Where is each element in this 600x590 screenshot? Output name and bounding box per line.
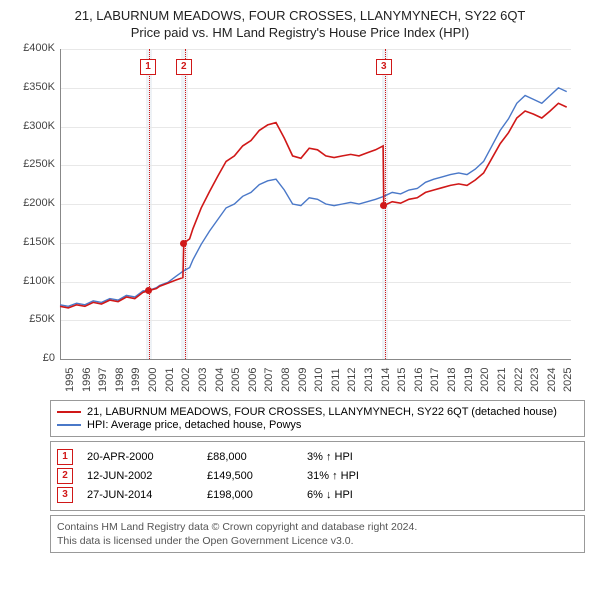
legend-label: 21, LABURNUM MEADOWS, FOUR CROSSES, LLAN…: [87, 406, 557, 418]
x-tick-label: 2002: [180, 368, 192, 392]
price-chart: £0£50K£100K£150K£200K£250K£300K£350K£400…: [15, 44, 590, 394]
legend-label: HPI: Average price, detached house, Powy…: [87, 419, 301, 431]
x-tick-label: 1998: [114, 368, 126, 392]
sale-price: £149,500: [207, 470, 307, 482]
x-tick-label: 2016: [413, 368, 425, 392]
license-line1: Contains HM Land Registry data © Crown c…: [57, 520, 578, 534]
x-tick-label: 2013: [363, 368, 375, 392]
x-tick-label: 2011: [330, 368, 342, 392]
legend-row: 21, LABURNUM MEADOWS, FOUR CROSSES, LLAN…: [57, 406, 578, 418]
x-tick-label: 2004: [214, 368, 226, 392]
x-tick-label: 2021: [496, 368, 508, 392]
legend-swatch: [57, 424, 81, 426]
x-tick-label: 2022: [513, 368, 525, 392]
sale-row: 2 12-JUN-2002£149,50031% ↑ HPI: [57, 468, 578, 484]
sale-delta: 6% ↓ HPI: [307, 489, 397, 501]
license-line2: This data is licensed under the Open Gov…: [57, 534, 578, 548]
page: 21, LABURNUM MEADOWS, FOUR CROSSES, LLAN…: [0, 0, 600, 553]
x-tick-label: 2006: [247, 368, 259, 392]
x-tick-label: 2025: [562, 368, 574, 392]
sale-price: £198,000: [207, 489, 307, 501]
x-tick-label: 2009: [297, 368, 309, 392]
x-tick-label: 1996: [81, 368, 93, 392]
x-tick-label: 2017: [429, 368, 441, 392]
x-tick-label: 2003: [197, 368, 209, 392]
series-hpi: [60, 88, 567, 306]
x-tick-label: 2000: [147, 368, 159, 392]
sales-table: 1 20-APR-2000£88,0003% ↑ HPI 2 12-JUN-2002£…: [50, 441, 585, 511]
sale-marker: 3: [57, 487, 73, 503]
x-tick-label: 2019: [463, 368, 475, 392]
x-tick-label: 2008: [280, 368, 292, 392]
title-address: 21, LABURNUM MEADOWS, FOUR CROSSES, LLAN…: [10, 8, 590, 23]
sale-date: 20-APR-2000: [87, 451, 207, 463]
x-tick-label: 1995: [64, 368, 76, 392]
x-tick-label: 2023: [529, 368, 541, 392]
x-tick-label: 2014: [380, 368, 392, 392]
sale-delta: 3% ↑ HPI: [307, 451, 397, 463]
x-tick-label: 2001: [164, 368, 176, 392]
legend: 21, LABURNUM MEADOWS, FOUR CROSSES, LLAN…: [50, 400, 585, 437]
x-tick-label: 2007: [263, 368, 275, 392]
sale-delta: 31% ↑ HPI: [307, 470, 397, 482]
sale-point: [145, 287, 152, 294]
series-price_paid: [60, 103, 567, 308]
sale-row: 3 27-JUN-2014£198,0006% ↓ HPI: [57, 487, 578, 503]
sale-point: [180, 240, 187, 247]
sale-row: 1 20-APR-2000£88,0003% ↑ HPI: [57, 449, 578, 465]
x-tick-label: 1997: [97, 368, 109, 392]
sale-marker: 2: [57, 468, 73, 484]
license-notice: Contains HM Land Registry data © Crown c…: [50, 515, 585, 553]
x-tick-label: 2018: [446, 368, 458, 392]
x-tick-label: 2024: [546, 368, 558, 392]
sale-price: £88,000: [207, 451, 307, 463]
legend-row: HPI: Average price, detached house, Powy…: [57, 419, 578, 431]
legend-swatch: [57, 411, 81, 413]
x-tick-label: 2015: [396, 368, 408, 392]
sale-date: 27-JUN-2014: [87, 489, 207, 501]
x-tick-label: 2020: [479, 368, 491, 392]
x-tick-label: 2010: [313, 368, 325, 392]
series-svg: [15, 44, 575, 364]
title-block: 21, LABURNUM MEADOWS, FOUR CROSSES, LLAN…: [0, 0, 600, 44]
x-tick-label: 2012: [346, 368, 358, 392]
x-tick-label: 1999: [130, 368, 142, 392]
x-tick-label: 2005: [230, 368, 242, 392]
title-subtitle: Price paid vs. HM Land Registry's House …: [10, 25, 590, 40]
sale-date: 12-JUN-2002: [87, 470, 207, 482]
sale-marker: 1: [57, 449, 73, 465]
